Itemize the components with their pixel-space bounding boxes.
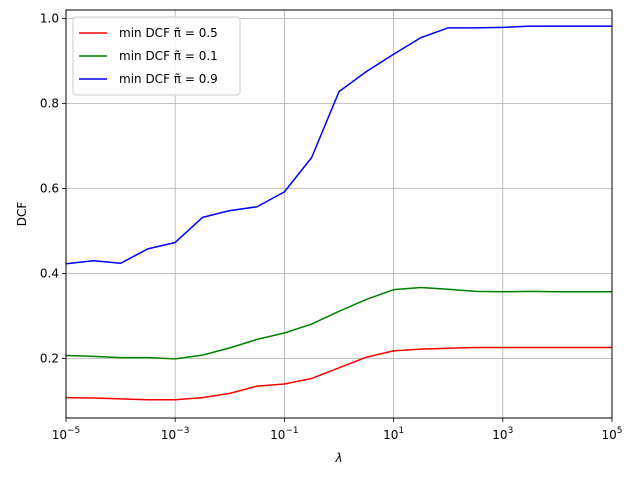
series-line-1 — [65, 286, 612, 360]
y-axis: 0.2 0.4 0.6 0.8 1.0 — [40, 12, 66, 366]
y-tick-label: 1.0 — [40, 12, 59, 26]
x-tick-label: 10−3 — [161, 426, 190, 442]
y-tick-label: 0.2 — [40, 352, 59, 366]
y-axis-label: DCF — [15, 202, 29, 227]
y-tick-label: 0.4 — [40, 267, 59, 281]
series-layer — [65, 25, 612, 401]
legend-label: min DCF π̃ = 0.9 — [119, 72, 218, 86]
series-line-0 — [65, 346, 612, 401]
legend-box — [72, 16, 241, 96]
x-tick-label: 10−5 — [52, 426, 81, 442]
legend-label: min DCF π̃ = 0.5 — [119, 26, 218, 40]
x-tick-label: 101 — [383, 426, 404, 442]
legend: min DCF π̃ = 0.5 min DCF π̃ = 0.1 min DCF … — [72, 16, 241, 96]
legend-label: min DCF π̃ = 0.1 — [119, 49, 218, 63]
x-axis: 10−5 10−3 10−1 101 103 105 — [52, 418, 623, 442]
x-tick-label: 103 — [492, 426, 513, 442]
x-axis-label: λ — [334, 451, 342, 465]
y-tick-label: 0.6 — [40, 182, 59, 196]
y-tick-label: 0.8 — [40, 97, 59, 111]
plot-frame — [65, 9, 613, 419]
x-tick-label: 105 — [601, 426, 622, 442]
series-line-2 — [65, 25, 612, 265]
x-tick-label: 10−1 — [270, 426, 299, 442]
